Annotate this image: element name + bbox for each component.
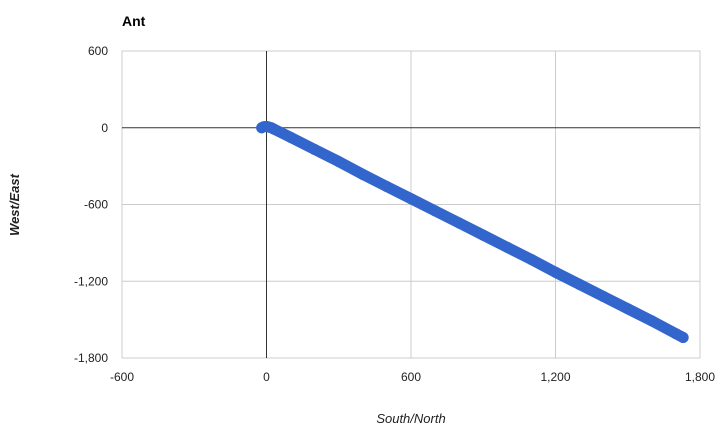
x-tick-label: 0 (263, 370, 270, 384)
data-point (357, 168, 369, 180)
data-points (256, 120, 689, 344)
x-tick-label: 600 (401, 370, 421, 384)
y-axis-title: West/East (7, 173, 22, 236)
x-tick-label: -600 (110, 370, 134, 384)
data-point (309, 143, 321, 155)
data-point (285, 131, 297, 143)
data-point (429, 205, 441, 217)
data-point (501, 241, 513, 253)
data-point (574, 278, 586, 290)
x-tick-label: 1,200 (540, 370, 570, 384)
data-point (453, 217, 465, 229)
chart-title: Ant (122, 13, 146, 29)
y-tick-label: -1,200 (74, 274, 108, 288)
data-point (405, 193, 417, 205)
grid (121, 50, 701, 359)
y-tick-label: -600 (84, 198, 108, 212)
data-point (677, 332, 689, 344)
data-point (598, 291, 610, 303)
x-tick-label: 1,800 (685, 370, 715, 384)
data-point (646, 315, 658, 327)
data-point (525, 254, 537, 266)
x-tick-labels: -600 0 600 1,200 1,800 (110, 370, 715, 384)
data-point (622, 303, 634, 315)
data-point (381, 181, 393, 193)
y-tick-label: 0 (101, 121, 108, 135)
y-tick-label: 600 (88, 44, 108, 58)
y-tick-label: -1,800 (74, 351, 108, 365)
data-point (477, 229, 489, 241)
series-track (256, 121, 689, 343)
data-point (333, 156, 345, 168)
data-point (550, 266, 561, 278)
x-axis-title: South/North (376, 411, 445, 426)
y-tick-labels: 600 0 -600 -1,200 -1,800 (74, 44, 108, 365)
data-point (268, 123, 280, 135)
axes (122, 51, 700, 358)
